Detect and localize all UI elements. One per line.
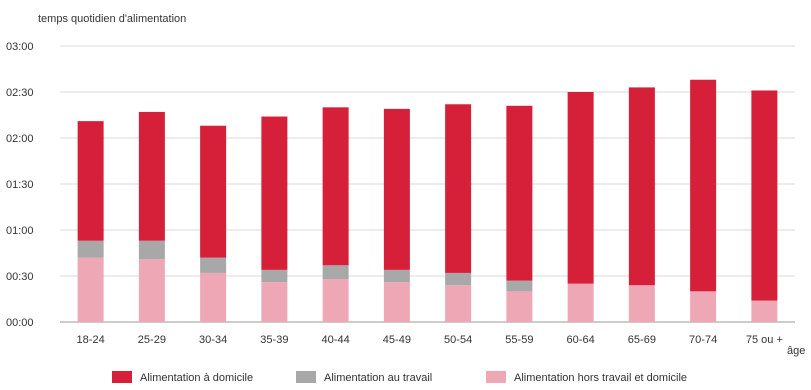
bar-segment xyxy=(506,280,533,292)
grid-lines xyxy=(60,45,795,323)
bar-segment xyxy=(322,279,349,322)
bar-segment xyxy=(200,272,227,322)
y-tick-label: 01:00 xyxy=(6,225,34,237)
bar-segment xyxy=(261,116,288,270)
bar-segment xyxy=(383,269,410,283)
bar-segment xyxy=(690,291,717,322)
legend-label: Alimentation hors travail et domicile xyxy=(514,372,687,384)
bars xyxy=(77,79,778,322)
x-tick-label: 55-59 xyxy=(505,334,533,346)
bar-segment xyxy=(751,300,778,322)
bar-segment xyxy=(690,79,717,292)
x-axis-ticks: 18-24 25-29 30-34 35-39 40-44 45-49 50-54 55-59… xyxy=(77,334,783,346)
x-tick-label: 25-29 xyxy=(138,334,166,346)
legend-swatch xyxy=(296,371,316,383)
bar-segment xyxy=(138,259,165,322)
legend-swatch xyxy=(486,371,506,383)
bar-segment xyxy=(200,125,227,258)
legend-label: Alimentation à domicile xyxy=(140,372,253,384)
bar-segment xyxy=(383,108,410,270)
x-tick-label: 35-39 xyxy=(260,334,288,346)
x-tick-label: 50-54 xyxy=(444,334,472,346)
bar-segment xyxy=(445,285,472,322)
bar-segment xyxy=(445,104,472,273)
x-tick-label: 30-34 xyxy=(199,334,227,346)
x-tick-label: 75 ou + xyxy=(746,334,783,346)
y-axis-title: temps quotidien d'alimentation xyxy=(38,13,186,25)
bar-segment xyxy=(751,90,778,301)
bar-segment xyxy=(77,257,104,322)
y-tick-label: 00:00 xyxy=(6,317,34,329)
legend: Alimentation à domicile Alimentation au t… xyxy=(112,371,687,384)
legend-swatch xyxy=(112,371,132,383)
bar-segment xyxy=(261,282,288,322)
bar-segment xyxy=(322,265,349,280)
bar-segment xyxy=(138,240,165,260)
bar-segment xyxy=(506,105,533,281)
x-axis-title: âge xyxy=(787,345,805,357)
y-tick-label: 03:00 xyxy=(6,41,34,53)
y-tick-label: 01:30 xyxy=(6,179,34,191)
x-tick-label: 40-44 xyxy=(322,334,350,346)
bar-segment xyxy=(77,240,104,258)
x-tick-label: 65-69 xyxy=(628,334,656,346)
bar-segment xyxy=(383,282,410,322)
bar-segment xyxy=(567,283,594,322)
bar-segment xyxy=(77,121,104,241)
x-tick-label: 18-24 xyxy=(77,334,105,346)
bar-segment xyxy=(261,269,288,283)
x-tick-label: 70-74 xyxy=(689,334,717,346)
y-tick-label: 00:30 xyxy=(6,271,34,283)
bar-segment xyxy=(506,291,533,322)
legend-label: Alimentation au travail xyxy=(324,372,432,384)
bar-segment xyxy=(628,285,655,322)
y-tick-label: 02:00 xyxy=(6,133,34,145)
bar-segment xyxy=(322,107,349,266)
bar-segment xyxy=(200,257,227,273)
bar-segment xyxy=(445,272,472,286)
x-tick-label: 60-64 xyxy=(567,334,595,346)
y-tick-label: 02:30 xyxy=(6,87,34,99)
bar-segment xyxy=(567,92,594,284)
y-axis-ticks: 00:00 00:30 01:00 01:30 02:00 02:30 03:00 xyxy=(6,41,34,329)
bar-segment xyxy=(138,111,165,241)
x-tick-label: 45-49 xyxy=(383,334,411,346)
bar-segment xyxy=(628,87,655,286)
